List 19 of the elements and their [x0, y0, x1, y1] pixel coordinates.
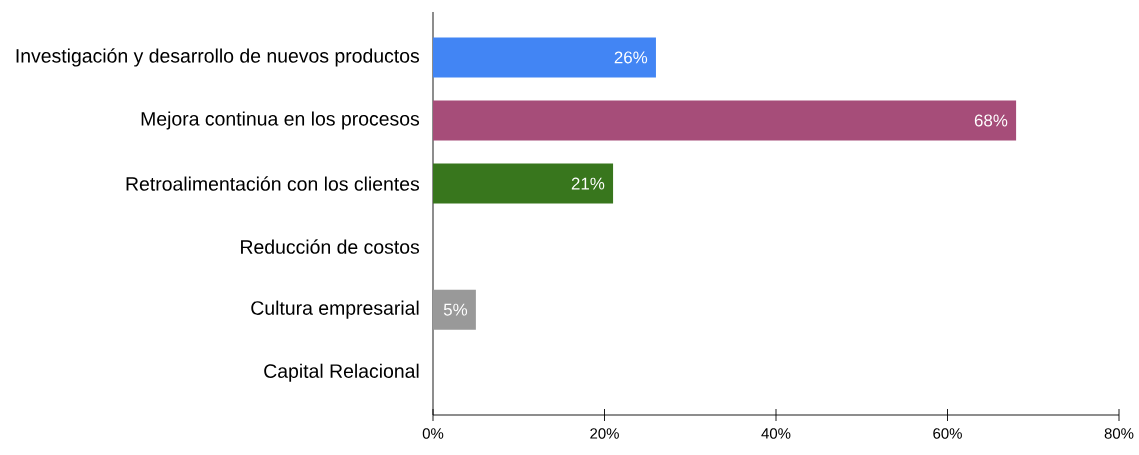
y-tick-label: Cultura empresarial — [251, 300, 419, 319]
x-tick-label: 60% — [933, 428, 962, 439]
data-label: 26% — [614, 51, 648, 64]
y-tick-label: Retroalimentación con los clientes — [126, 176, 420, 191]
bar — [433, 289, 476, 330]
data-label: 68% — [974, 114, 1008, 127]
data-label: 21% — [571, 177, 605, 190]
x-tick-label: 20% — [590, 428, 619, 439]
x-tick-label: 40% — [761, 428, 791, 439]
y-tick-label: Mejora continua en los procesos — [141, 111, 420, 130]
x-tick-label: 80% — [1104, 428, 1134, 439]
y-tick-label: Capital Relacional — [264, 363, 419, 382]
bar — [433, 37, 656, 78]
bar — [433, 163, 614, 204]
bar — [433, 100, 1017, 141]
x-tick-label: 0% — [422, 428, 444, 439]
y-tick-label: Reducción de costos — [241, 239, 420, 254]
y-tick-label: Investigación y desarrollo de nuevos productos — [16, 48, 420, 67]
data-label: 5% — [443, 303, 468, 316]
